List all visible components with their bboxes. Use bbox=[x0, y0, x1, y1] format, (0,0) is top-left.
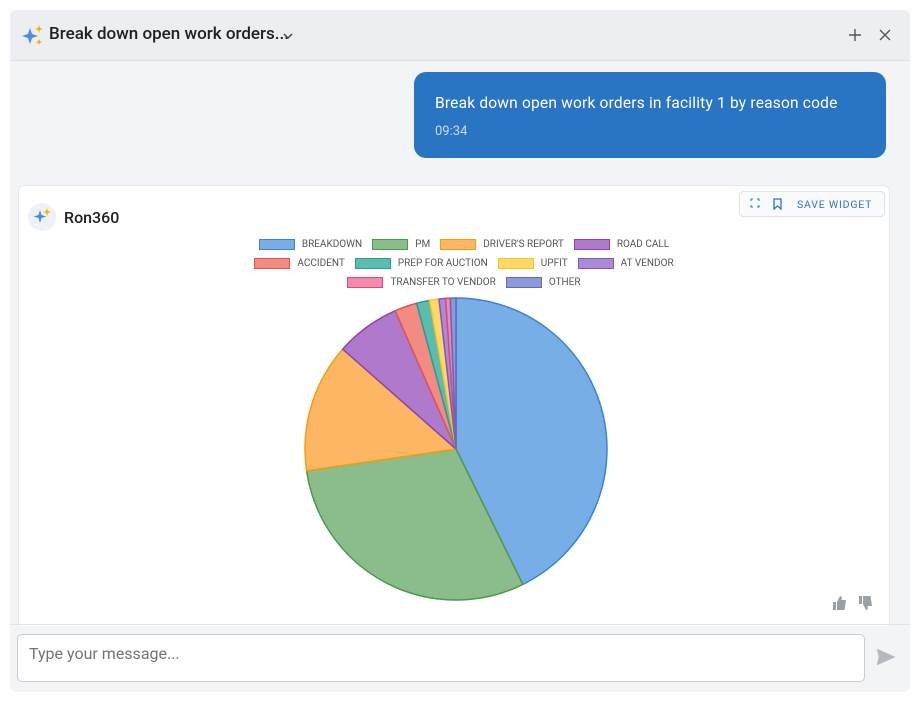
legend-label: AT VENDOR bbox=[620, 258, 674, 269]
pie-slice[interactable] bbox=[305, 448, 524, 601]
legend-item[interactable]: DRIVER'S REPORT bbox=[440, 238, 564, 251]
legend-label: BREAKDOWN bbox=[301, 239, 363, 250]
close-button[interactable] bbox=[878, 28, 892, 42]
thumbs-up[interactable] bbox=[833, 596, 846, 610]
legend-label: UPFIT bbox=[540, 258, 568, 269]
save-widget-button[interactable]: SAVE WIDGET bbox=[739, 191, 885, 217]
message-input[interactable]: Type your message... bbox=[17, 634, 865, 682]
legend-item[interactable]: PREP FOR AUCTION bbox=[354, 257, 488, 270]
legend-label: DRIVER'S REPORT bbox=[483, 239, 564, 250]
send-button[interactable] bbox=[876, 648, 896, 666]
legend-label: PM bbox=[415, 239, 431, 250]
thumbs-down[interactable] bbox=[859, 596, 872, 610]
input-placeholder: Type your message... bbox=[29, 644, 180, 663]
legend-swatch bbox=[573, 239, 610, 250]
pie-chart bbox=[304, 297, 608, 601]
legend-swatch bbox=[577, 258, 614, 269]
bot-name: Ron360 bbox=[64, 208, 120, 227]
legend-swatch bbox=[505, 277, 542, 288]
legend-label: PREP FOR AUCTION bbox=[397, 258, 488, 269]
user-message: Break down open work orders in facility … bbox=[414, 72, 886, 158]
legend-label: ACCIDENT bbox=[297, 258, 345, 269]
legend-swatch bbox=[354, 258, 391, 269]
bot-avatar bbox=[28, 203, 56, 231]
conversation-title[interactable]: Break down open work orders... bbox=[49, 24, 289, 44]
legend-item[interactable]: ACCIDENT bbox=[254, 257, 345, 270]
legend-item[interactable]: OTHER bbox=[505, 276, 581, 289]
dropdown-chevron[interactable] bbox=[282, 30, 294, 42]
legend-label: ROAD CALL bbox=[616, 239, 670, 250]
legend-swatch bbox=[254, 258, 291, 269]
legend-swatch bbox=[372, 239, 409, 250]
legend-item[interactable]: ROAD CALL bbox=[573, 238, 670, 251]
legend-item[interactable]: UPFIT bbox=[497, 257, 568, 270]
divider bbox=[10, 624, 910, 625]
pie-slice[interactable] bbox=[449, 297, 457, 450]
legend-item[interactable]: TRANSFER TO VENDOR bbox=[347, 276, 496, 289]
legend-label: TRANSFER TO VENDOR bbox=[390, 277, 496, 288]
sparkle-icon bbox=[22, 25, 43, 45]
legend-label: OTHER bbox=[548, 277, 581, 288]
feedback-icons bbox=[833, 596, 872, 610]
legend: BREAKDOWN PM DRIVER'S REPORT ROAD CALL ACCID… bbox=[229, 238, 699, 289]
header: Break down open work orders... bbox=[10, 10, 910, 61]
legend-item[interactable]: BREAKDOWN bbox=[258, 238, 363, 251]
save-widget-label: SAVE WIDGET bbox=[797, 198, 873, 211]
message-time: 09:34 bbox=[435, 124, 468, 139]
pie-slice[interactable] bbox=[304, 348, 457, 472]
legend-swatch bbox=[440, 239, 477, 250]
message-text: Break down open work orders in facility … bbox=[435, 94, 838, 112]
legend-swatch bbox=[497, 258, 534, 269]
legend-swatch bbox=[258, 239, 295, 250]
legend-item[interactable]: AT VENDOR bbox=[577, 257, 674, 270]
legend-swatch bbox=[347, 277, 384, 288]
legend-item[interactable]: PM bbox=[372, 238, 430, 251]
pie-slice[interactable] bbox=[455, 297, 608, 586]
button-icons bbox=[750, 198, 782, 210]
new-chat-button[interactable] bbox=[848, 28, 862, 42]
